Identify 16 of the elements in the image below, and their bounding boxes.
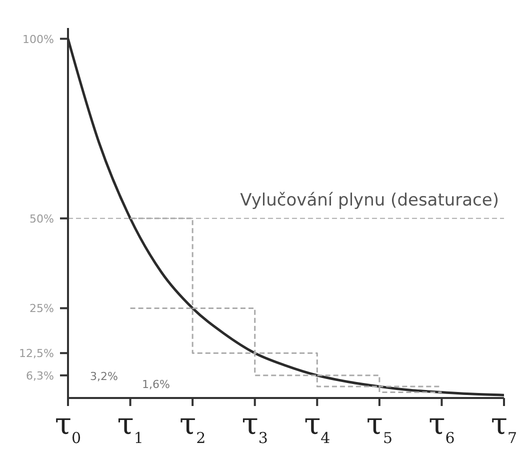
y-tick-label: 12,5% [19, 347, 54, 360]
ref-line-label: Vylučování plynu (desaturace) [240, 190, 499, 210]
x-tick-label: τ$_{7}$ [490, 407, 518, 447]
x-tick-label: τ$_{5}$ [366, 407, 393, 447]
y-tick-label: 100% [22, 32, 54, 46]
x-tick-label: τ$_{0}$ [54, 407, 82, 447]
x-tick-label: τ$_{2}$ [179, 407, 206, 447]
x-tick-label: τ$_{4}$ [304, 407, 330, 447]
x-tick-label: τ$_{1}$ [117, 407, 144, 447]
x-tick-label: τ$_{3}$ [242, 407, 268, 447]
annotation: 1,6% [142, 378, 170, 391]
x-tick-label: τ$_{6}$ [428, 407, 455, 447]
annotation: 3,2% [90, 370, 118, 383]
y-tick-label: 50% [30, 212, 54, 226]
y-tick-label: 6,3% [26, 369, 54, 382]
y-tick-label: 25% [30, 302, 54, 316]
